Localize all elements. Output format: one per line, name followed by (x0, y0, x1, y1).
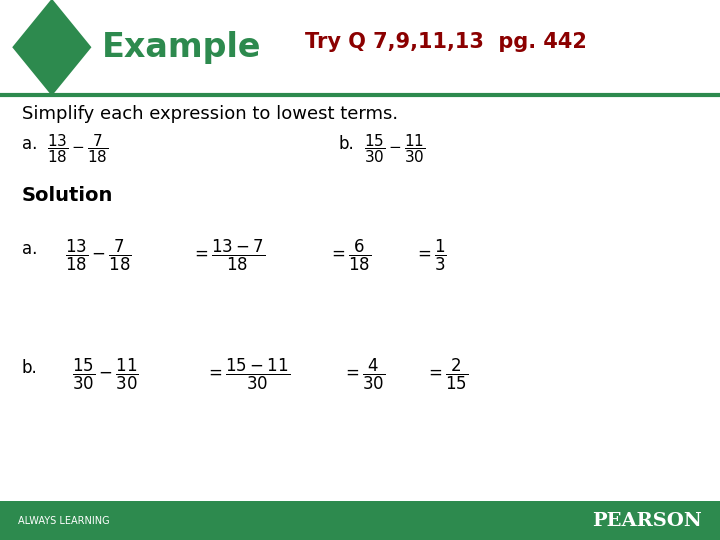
Text: $= \dfrac{15-11}{30}$: $= \dfrac{15-11}{30}$ (205, 356, 290, 392)
Text: a.: a. (22, 135, 37, 153)
Text: PEARSON: PEARSON (593, 511, 702, 530)
Text: b.: b. (22, 359, 37, 377)
Text: $\dfrac{15}{30} - \dfrac{11}{30}$: $\dfrac{15}{30} - \dfrac{11}{30}$ (364, 132, 425, 165)
Bar (0, 501, 720, 540)
Text: $\dfrac{15}{30} - \dfrac{11}{30}$: $\dfrac{15}{30} - \dfrac{11}{30}$ (72, 356, 139, 392)
Text: ALWAYS LEARNING: ALWAYS LEARNING (18, 516, 109, 525)
Text: b.: b. (338, 135, 354, 153)
Text: $= \dfrac{2}{15}$: $= \dfrac{2}{15}$ (425, 356, 469, 392)
Polygon shape (12, 0, 91, 96)
Text: Try Q 7,9,11,13  pg. 442: Try Q 7,9,11,13 pg. 442 (305, 32, 588, 52)
Text: $\dfrac{13}{18} - \dfrac{7}{18}$: $\dfrac{13}{18} - \dfrac{7}{18}$ (47, 132, 108, 165)
Text: $\dfrac{13}{18} - \dfrac{7}{18}$: $\dfrac{13}{18} - \dfrac{7}{18}$ (65, 238, 132, 273)
Text: Simplify each expression to lowest terms.: Simplify each expression to lowest terms… (22, 105, 397, 123)
Text: Example: Example (102, 31, 262, 64)
Text: $= \dfrac{6}{18}$: $= \dfrac{6}{18}$ (328, 238, 372, 273)
Text: $= \dfrac{13-7}{18}$: $= \dfrac{13-7}{18}$ (191, 238, 266, 273)
Text: a.: a. (22, 240, 37, 258)
Text: $= \dfrac{4}{30}$: $= \dfrac{4}{30}$ (342, 356, 386, 392)
Text: Solution: Solution (22, 186, 113, 205)
Text: $= \dfrac{1}{3}$: $= \dfrac{1}{3}$ (414, 238, 447, 273)
